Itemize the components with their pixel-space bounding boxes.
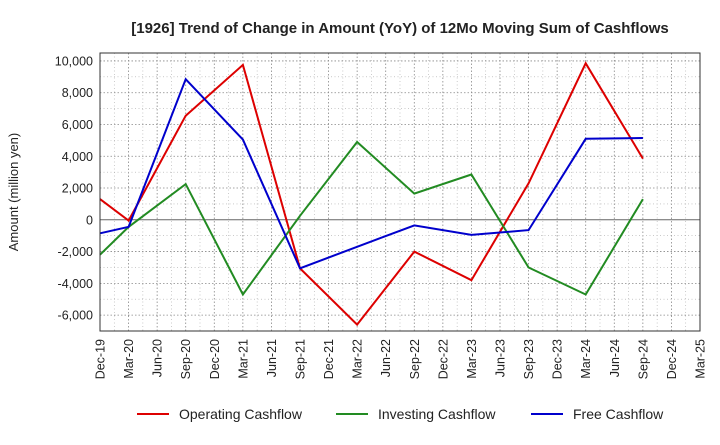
plot-frame	[99, 52, 701, 332]
x-tick-label: Dec-22	[436, 339, 450, 379]
x-tick-label: Mar-21	[236, 339, 250, 379]
x-tick-label: Dec-23	[551, 339, 565, 379]
x-tick-label: Dec-21	[322, 339, 336, 379]
y-axis-label: Amount (million yen)	[6, 133, 21, 252]
x-tick-label: Mar-25	[694, 339, 708, 379]
grid-layer	[100, 53, 700, 331]
x-tick-label: Jun-24	[608, 339, 622, 377]
chart-title: [1926] Trend of Change in Amount (YoY) o…	[131, 20, 669, 37]
y-tick-label: 8,000	[62, 86, 93, 100]
x-tick-label: Jun-21	[265, 339, 279, 377]
y-tick-label: -2,000	[58, 245, 93, 259]
x-tick-label: Sep-22	[408, 339, 422, 379]
x-tick-label: Dec-19	[94, 339, 108, 379]
x-tick-label: Dec-24	[665, 339, 679, 379]
series-line-3	[99, 77, 643, 270]
x-tick-label: Dec-20	[208, 339, 222, 379]
legend-label: Free Cashflow	[573, 406, 664, 422]
series-line-1	[99, 61, 644, 327]
y-tick-label: 2,000	[62, 182, 93, 196]
axis-labels-layer: -6,000 -4,000 -2,000 0 2,000 4,000 6,000 8,000 1…	[55, 54, 708, 379]
x-tick-label: Jun-23	[494, 339, 508, 377]
y-tick-label: -4,000	[58, 277, 93, 291]
legend: Operating Cashflow Investing Cashflow Free…	[137, 406, 664, 422]
series-layer	[99, 61, 644, 327]
y-tick-label: 6,000	[62, 118, 93, 132]
y-tick-label: 4,000	[62, 150, 93, 164]
x-tick-label: Sep-20	[179, 339, 193, 379]
legend-label: Operating Cashflow	[179, 406, 303, 422]
series-line-2	[99, 140, 644, 297]
x-tick-label: Mar-23	[465, 339, 479, 379]
x-tick-label: Jun-20	[151, 339, 165, 377]
x-tick-label: Mar-24	[579, 339, 593, 379]
x-tick-label: Mar-20	[122, 339, 136, 379]
x-tick-label: Jun-22	[379, 339, 393, 377]
y-tick-label: -6,000	[58, 309, 93, 323]
x-tick-label: Mar-22	[351, 339, 365, 379]
legend-label: Investing Cashflow	[378, 406, 496, 422]
x-tick-label: Sep-23	[522, 339, 536, 379]
y-tick-label: 0	[86, 213, 93, 227]
x-tick-label: Sep-21	[294, 339, 308, 379]
y-tick-label: 10,000	[55, 54, 93, 68]
x-tick-label: Sep-24	[636, 339, 650, 379]
